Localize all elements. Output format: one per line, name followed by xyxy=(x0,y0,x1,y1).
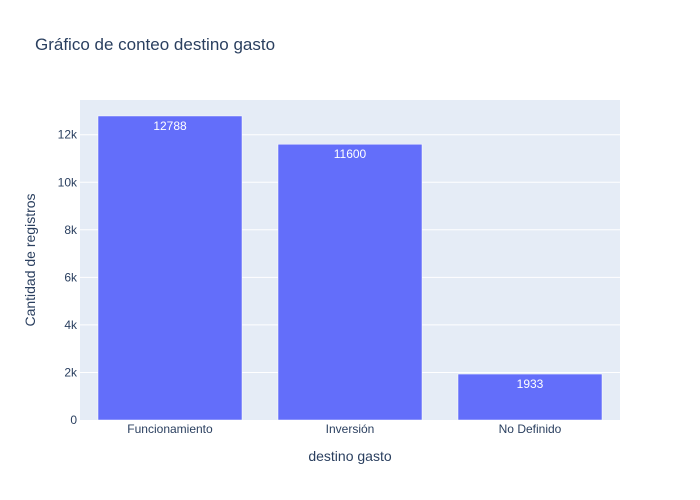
x-axis-ticks: Funcionamiento Inversión No Definido xyxy=(127,422,561,436)
bars: 12788 11600 1933 xyxy=(97,115,603,421)
x-tick-label: Inversión xyxy=(326,422,375,436)
bar xyxy=(457,373,603,421)
x-axis-title: destino gasto xyxy=(308,448,391,464)
bar xyxy=(277,143,423,421)
bar-value-label: 1933 xyxy=(517,377,544,391)
y-tick-label: 0 xyxy=(70,413,77,427)
y-axis-title: Cantidad de registros xyxy=(22,193,38,326)
bar xyxy=(97,115,243,421)
x-tick-label: Funcionamiento xyxy=(127,422,213,436)
y-tick-label: 8k xyxy=(64,223,78,237)
x-tick-label: No Definido xyxy=(499,422,562,436)
y-tick-label: 10k xyxy=(58,175,78,189)
y-tick-label: 12k xyxy=(58,128,78,142)
bar-value-label: 12788 xyxy=(153,119,187,133)
y-tick-label: 6k xyxy=(64,270,78,284)
y-tick-label: 4k xyxy=(64,318,78,332)
bar-value-label: 11600 xyxy=(334,147,367,161)
y-axis-ticks: 0 2k 4k 6k 8k 10k 12k xyxy=(58,128,78,427)
chart-title: Gráfico de conteo destino gasto xyxy=(35,35,275,54)
y-tick-label: 2k xyxy=(64,365,78,379)
